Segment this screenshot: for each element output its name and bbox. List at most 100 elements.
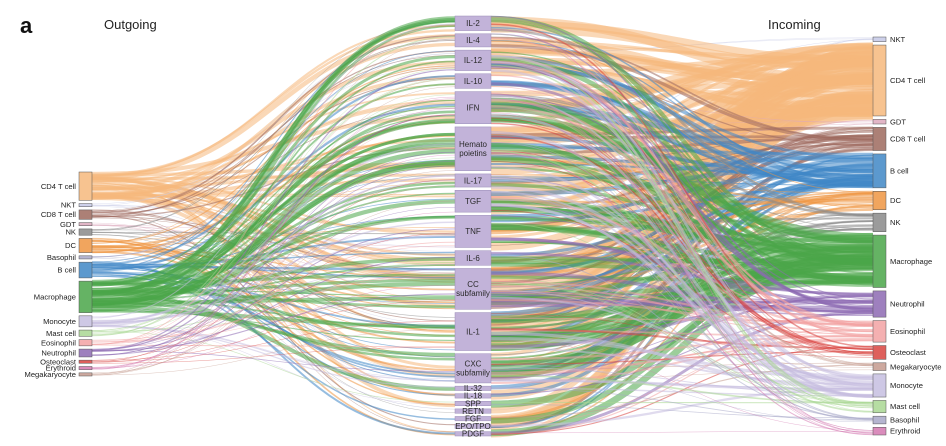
link-cd4-t-cell-hemato-poietins	[91, 163, 456, 200]
link-il-12-mast-cell	[490, 64, 874, 407]
cytokine-label-epo-tpo: EPO/TPO	[455, 422, 491, 431]
link-fgf-megakaryocyte	[490, 364, 874, 419]
cytokine-node-il-12	[454, 49, 492, 71]
source-node-erythroid	[78, 366, 93, 370]
link-macrophage-hemato-poietins	[91, 137, 456, 313]
target-label-basophil: Basophil	[890, 416, 919, 425]
link-macrophage-ifn	[91, 110, 456, 302]
cytokine-node-il-10	[454, 73, 492, 89]
target-label-mast-cell: Mast cell	[890, 402, 920, 411]
cytokine-node-ifn	[454, 91, 492, 124]
source-label-monocyte: Monocyte	[43, 317, 76, 326]
link-ifn-monocyte	[490, 94, 874, 388]
cytokine-label-il-6: IL-6	[466, 254, 480, 263]
cytokine-label-pdgf: PDGF	[462, 430, 484, 439]
target-node-eosinophil	[872, 320, 887, 343]
source-label-nkt: NKT	[61, 201, 77, 210]
incoming-links	[490, 15, 874, 438]
cytokine-label-il-10: IL-10	[464, 77, 483, 86]
link-eosinophil-il-10	[91, 78, 456, 345]
link-megakaryocyte-tgf	[91, 200, 456, 374]
cytokine-label-il-17: IL-17	[464, 176, 483, 185]
link-il-12-macrophage	[490, 56, 874, 264]
cytokine-node-tnf	[454, 215, 492, 248]
source-label-dc: DC	[65, 241, 76, 250]
source-node-megakaryocyte	[78, 372, 93, 377]
target-label-macrophage: Macrophage	[890, 257, 932, 266]
link-eosinophil-il-2	[91, 24, 456, 345]
link-macrophage-il-2	[91, 18, 456, 297]
target-label-cd4-t-cell: CD4 T cell	[890, 76, 925, 85]
target-node-b-cell	[872, 153, 887, 189]
link-erythroid-hemato-poietins	[91, 154, 456, 368]
link-ifn-erythroid	[490, 112, 874, 431]
target-label-gdt: GDT	[890, 117, 906, 126]
link-mast-cell-il-4	[91, 36, 456, 337]
target-node-nk	[872, 212, 887, 232]
cytokine-label-il-2: IL-2	[466, 19, 480, 28]
link-cc-subfamily-mast-cell	[490, 281, 874, 404]
link-il-1-megakaryocyte	[490, 315, 874, 368]
source-node-cd4-t-cell	[78, 171, 93, 201]
cytokine-node-il-17	[454, 173, 492, 188]
link-mast-cell-spp	[91, 330, 456, 403]
link-osteoclast-il-1	[91, 320, 456, 362]
cytokine-node-fgf	[454, 416, 492, 422]
link-cxc-subfamily-mast-cell	[490, 374, 874, 404]
target-node-mast-cell	[872, 400, 887, 414]
outgoing-links	[91, 16, 456, 436]
link-monocyte-il-17	[91, 175, 456, 324]
target-label-dc: DC	[890, 196, 901, 205]
target-label-eosinophil: Eosinophil	[890, 327, 925, 336]
target-node-nkt	[872, 36, 887, 42]
link-macrophage-hemato-poietins	[91, 132, 456, 295]
link-hemato-poietins-erythroid	[490, 152, 874, 435]
cytokine-node-il-18	[454, 393, 492, 399]
link-il-4-mast-cell	[490, 33, 874, 412]
target-node-osteoclast	[872, 345, 887, 360]
link-il-2-osteoclast	[490, 23, 874, 348]
target-node-neutrophil	[872, 290, 887, 318]
target-label-megakaryocyte: Megakaryocyte	[890, 362, 942, 371]
link-erythroid-ifn	[91, 98, 456, 370]
link-ifn-erythroid	[490, 93, 874, 431]
target-label-cd8-t-cell: CD8 T cell	[890, 135, 925, 144]
link-megakaryocyte-il-10	[91, 86, 456, 376]
source-label-macrophage: Macrophage	[34, 292, 76, 301]
source-label-megakaryocyte: Megakaryocyte	[25, 370, 77, 379]
link-ifn-nk	[490, 95, 874, 218]
source-label-b-cell: B cell	[57, 266, 76, 275]
link-ifn-osteoclast	[490, 122, 874, 355]
source-node-dc	[78, 238, 93, 253]
link-monocyte-il-2	[91, 23, 456, 319]
cytokine-label-ifn: IFN	[467, 103, 480, 112]
cytokine-node-il-6	[454, 250, 492, 266]
cytokine-label-cc-subfamily: CC subfamily	[456, 280, 490, 298]
cytokine-node-epo-tpo	[454, 423, 492, 429]
target-node-megakaryocyte	[872, 362, 887, 371]
link-il-32-basophil	[490, 387, 874, 421]
target-label-osteoclast: Osteoclast	[890, 348, 927, 357]
link-neutrophil-hemato-poietins	[91, 165, 456, 356]
target-label-nk: NK	[890, 218, 901, 227]
link-il-1-erythroid	[490, 340, 874, 431]
link-neutrophil-il-12	[91, 69, 456, 351]
link-monocyte-tnf	[91, 221, 456, 325]
target-node-gdt	[872, 119, 887, 125]
target-label-neutrophil: Neutrophil	[890, 300, 925, 309]
link-osteoclast-tnf	[91, 232, 456, 363]
source-node-basophil	[78, 255, 93, 260]
cytokine-node-pdgf	[454, 431, 492, 437]
source-node-cd8-t-cell	[78, 209, 93, 220]
link-il-10-eosinophil	[490, 86, 874, 333]
link-cxc-subfamily-basophil	[490, 363, 874, 423]
source-label-mast-cell: Mast cell	[46, 329, 76, 338]
source-label-nk: NK	[65, 228, 76, 237]
target-node-monocyte	[872, 373, 887, 398]
link-il-12-osteoclast	[490, 62, 874, 354]
link-tgf-basophil	[490, 199, 874, 420]
link-cc-subfamily-mast-cell	[490, 282, 874, 407]
link-ifn-erythroid	[490, 93, 874, 436]
target-node-macrophage	[872, 234, 887, 288]
